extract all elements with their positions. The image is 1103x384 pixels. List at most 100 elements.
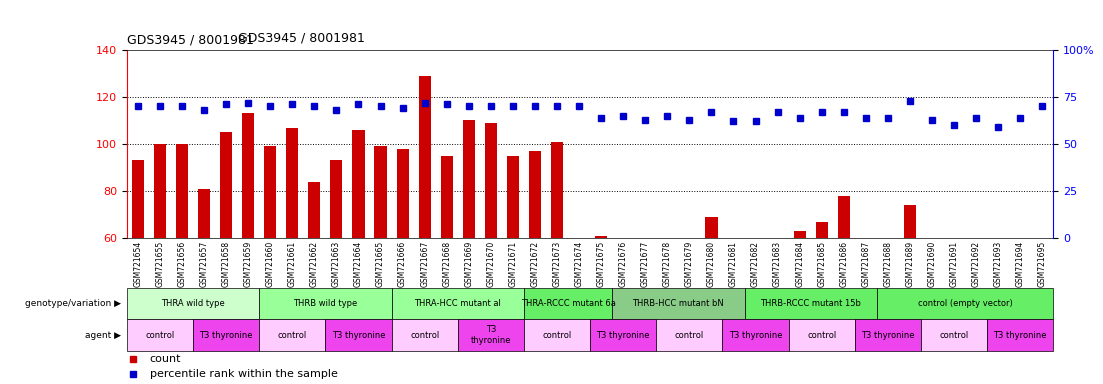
Text: GSM721692: GSM721692 [972, 240, 981, 287]
Text: T3 thyronine: T3 thyronine [597, 331, 650, 339]
Text: GSM721685: GSM721685 [817, 240, 826, 287]
Bar [1037, 238, 1049, 257]
Bar [789, 319, 855, 351]
Text: T3 thyronine: T3 thyronine [332, 331, 385, 339]
Text: GSM721654: GSM721654 [133, 240, 142, 287]
Text: GSM721669: GSM721669 [464, 240, 473, 287]
Bar [877, 288, 1053, 319]
Text: GDS3945 / 8001981: GDS3945 / 8001981 [238, 31, 365, 45]
Bar [574, 238, 586, 245]
Text: GSM721675: GSM721675 [597, 240, 606, 287]
Bar [772, 238, 783, 257]
Text: GDS3945 / 8001981: GDS3945 / 8001981 [127, 33, 254, 46]
Text: GSM721668: GSM721668 [442, 240, 451, 287]
Text: control: control [278, 331, 307, 339]
Bar [612, 288, 745, 319]
Text: GSM721672: GSM721672 [531, 240, 539, 287]
Bar [392, 288, 524, 319]
Bar [353, 130, 364, 238]
Text: GSM721679: GSM721679 [685, 240, 694, 287]
Text: control: control [675, 331, 704, 339]
Bar [590, 319, 656, 351]
Bar [1015, 238, 1026, 259]
Text: T3
thyronine: T3 thyronine [471, 325, 511, 345]
Text: GSM721694: GSM721694 [1016, 240, 1025, 287]
Bar [259, 319, 325, 351]
Text: THRB-HCC mutant bN: THRB-HCC mutant bN [632, 299, 725, 308]
Text: GSM721664: GSM721664 [354, 240, 363, 287]
Bar [507, 156, 518, 238]
Bar [745, 288, 877, 319]
Text: GSM721661: GSM721661 [288, 240, 297, 287]
Bar [993, 238, 1004, 344]
Bar [728, 238, 739, 264]
Text: GSM721683: GSM721683 [773, 240, 782, 287]
Text: THRA-RCCC mutant 6a: THRA-RCCC mutant 6a [521, 299, 615, 308]
Text: GSM721695: GSM721695 [1038, 240, 1047, 287]
Bar [287, 127, 298, 238]
Text: GSM721684: GSM721684 [795, 240, 804, 287]
Bar [925, 238, 938, 264]
Bar [683, 238, 696, 313]
Text: GSM721671: GSM721671 [508, 240, 517, 287]
Bar [440, 156, 452, 238]
Text: GSM721666: GSM721666 [398, 240, 407, 287]
Bar [484, 123, 496, 238]
Bar [656, 319, 722, 351]
Bar [618, 238, 629, 304]
Bar [193, 319, 259, 351]
Bar [259, 288, 392, 319]
Text: control (empty vector): control (empty vector) [918, 299, 1013, 308]
Bar [524, 319, 590, 351]
Text: percentile rank within the sample: percentile rank within the sample [150, 369, 338, 379]
Bar [154, 144, 167, 238]
Text: GSM721687: GSM721687 [861, 240, 870, 287]
Text: control: control [543, 331, 571, 339]
Bar [794, 231, 805, 238]
Bar [921, 319, 987, 351]
Text: GSM721673: GSM721673 [553, 240, 561, 287]
Bar [175, 144, 188, 238]
Text: GSM721655: GSM721655 [156, 240, 164, 287]
Bar [374, 146, 386, 238]
Bar [529, 151, 542, 238]
Bar [904, 205, 915, 238]
Text: GSM721691: GSM721691 [950, 240, 959, 287]
Text: GSM721693: GSM721693 [994, 240, 1003, 287]
Bar [463, 121, 474, 238]
Text: agent ▶: agent ▶ [85, 331, 121, 339]
Text: THRA-HCC mutant al: THRA-HCC mutant al [415, 299, 501, 308]
Text: THRB wild type: THRB wild type [293, 299, 357, 308]
Bar [308, 182, 321, 238]
Text: GSM721678: GSM721678 [663, 240, 672, 287]
Bar [132, 161, 143, 238]
Bar [524, 288, 612, 319]
Text: GSM721670: GSM721670 [486, 240, 495, 287]
Bar [662, 238, 673, 295]
Text: GSM721662: GSM721662 [310, 240, 319, 287]
Text: GSM721689: GSM721689 [906, 240, 914, 287]
Bar [882, 238, 893, 269]
Text: control: control [940, 331, 968, 339]
Text: GSM721660: GSM721660 [266, 240, 275, 287]
Text: count: count [150, 354, 181, 364]
Bar [396, 149, 408, 238]
Text: GSM721674: GSM721674 [575, 240, 583, 287]
Bar [640, 238, 651, 313]
Text: T3 thyronine: T3 thyronine [861, 331, 914, 339]
Text: control: control [410, 331, 439, 339]
Text: THRB-RCCC mutant 15b: THRB-RCCC mutant 15b [760, 299, 861, 308]
Bar [860, 238, 871, 271]
Bar [199, 189, 210, 238]
Text: GSM721681: GSM721681 [729, 240, 738, 286]
Bar [855, 319, 921, 351]
Bar [750, 238, 762, 323]
Text: GSM721667: GSM721667 [420, 240, 429, 287]
Bar [458, 319, 524, 351]
Text: control: control [146, 331, 174, 339]
Bar [971, 238, 982, 323]
Text: GSM721682: GSM721682 [751, 240, 760, 286]
Bar [816, 222, 827, 238]
Text: T3 thyronine: T3 thyronine [200, 331, 253, 339]
Text: GSM721688: GSM721688 [884, 240, 892, 286]
